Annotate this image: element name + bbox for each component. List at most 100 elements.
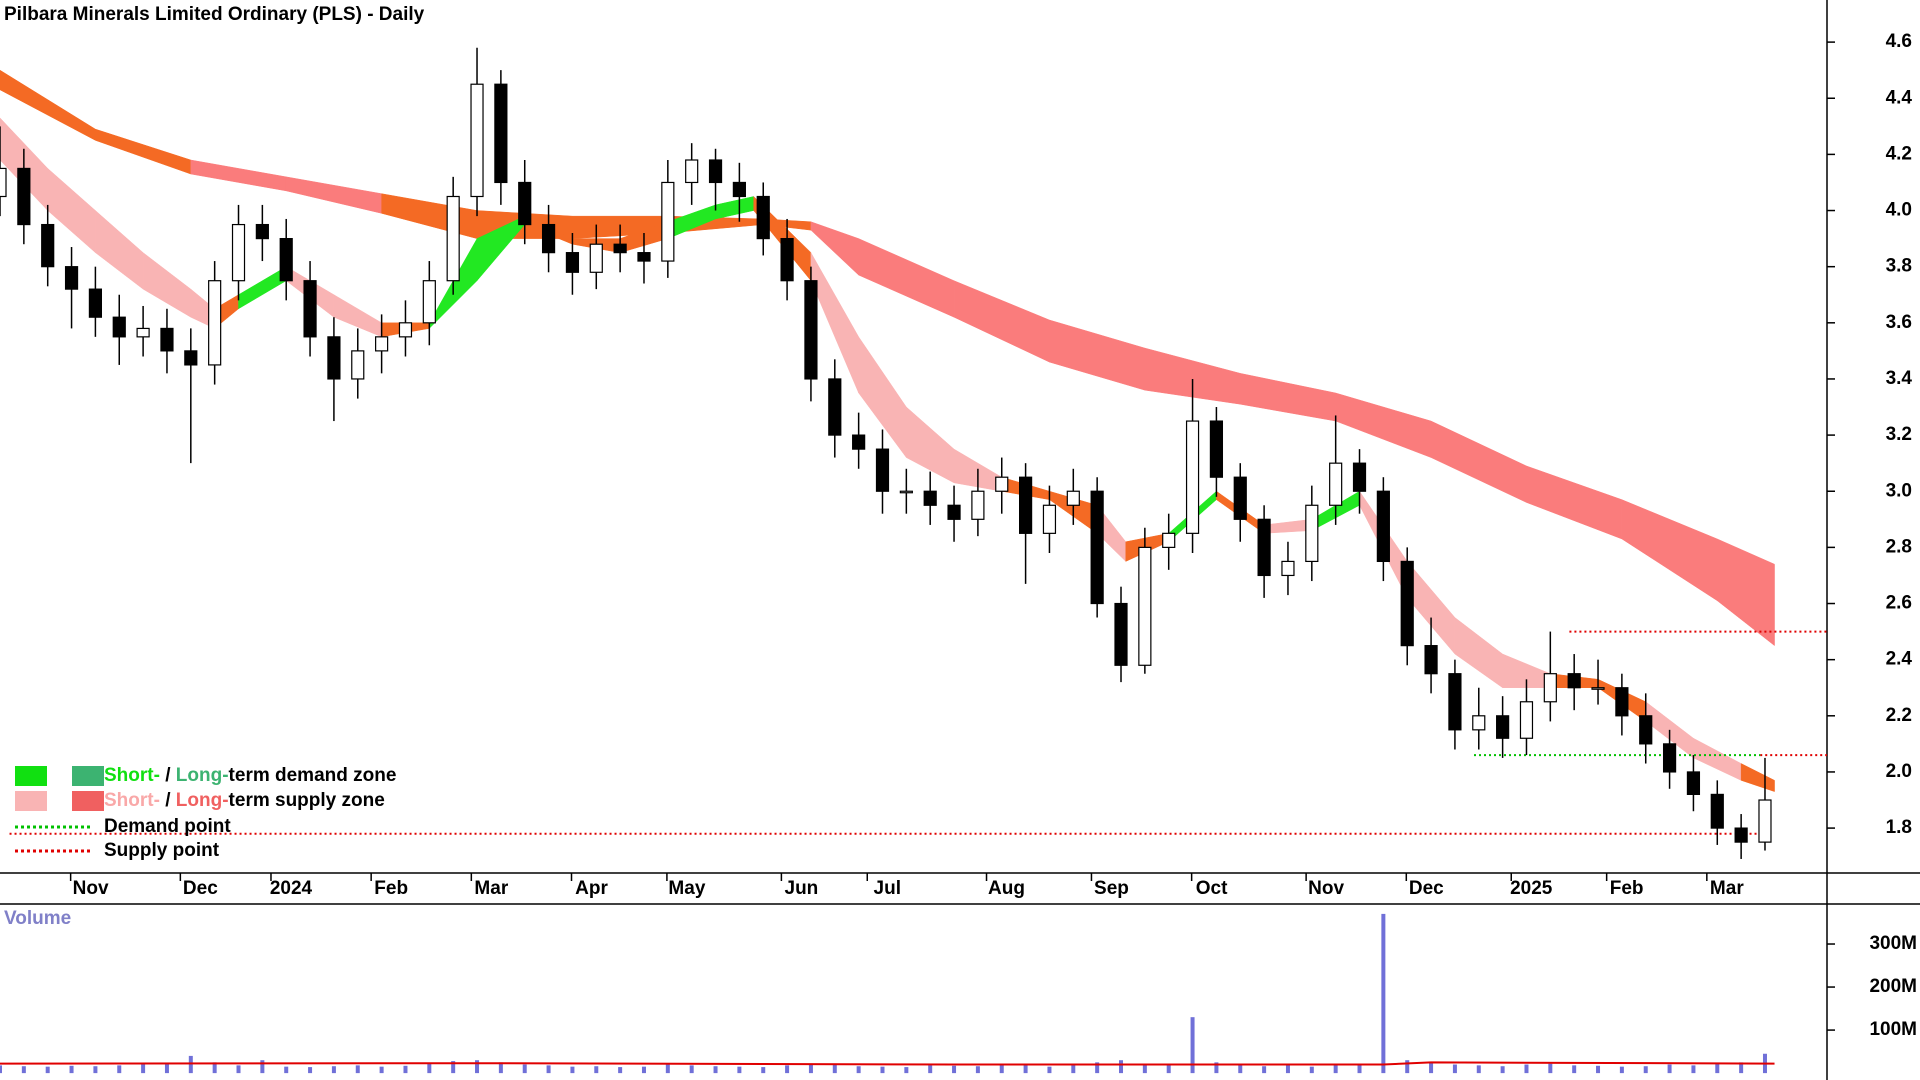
volume-bar: [1285, 1065, 1290, 1074]
candle-body: [947, 504, 961, 520]
volume-title: Volume: [4, 908, 71, 929]
volume-bar: [1262, 1066, 1267, 1074]
legend-text: /: [160, 765, 176, 786]
candle-body: [494, 83, 508, 184]
volume-bar: [260, 1060, 265, 1074]
y-tick-label: 100M: [1869, 1019, 1917, 1040]
volume-bar: [1238, 1064, 1243, 1074]
zone-band: [1740, 763, 1775, 792]
candle-body: [255, 223, 269, 240]
candle-body: [160, 327, 174, 352]
candle-body: [1662, 743, 1677, 773]
volume-bar: [284, 1066, 289, 1074]
candle-body: [518, 181, 532, 226]
candle-body: [637, 252, 651, 262]
legend-text: Demand point: [104, 816, 231, 837]
volume-bar: [1476, 1065, 1481, 1074]
candle-body: [470, 83, 484, 198]
volume-bar: [1524, 1064, 1529, 1074]
volume-bar: [1047, 1066, 1052, 1074]
candle-body: [1376, 490, 1390, 563]
candle-body: [64, 266, 79, 290]
volume-bar: [236, 1065, 241, 1074]
volume-bar: [1142, 1064, 1147, 1074]
candle-body: [780, 238, 794, 282]
volume-bar: [546, 1065, 551, 1074]
volume-bar: [1643, 1066, 1648, 1074]
candle-body: [1185, 420, 1200, 534]
x-tick-label: Apr: [575, 878, 608, 899]
volume-bar: [475, 1060, 480, 1074]
candle-body: [1424, 645, 1438, 675]
candle-body: [995, 476, 1009, 492]
legend-swatch: [15, 791, 47, 811]
candle-body: [589, 243, 603, 273]
candle-body: [1472, 715, 1486, 731]
candle-body: [1591, 687, 1605, 690]
zone-band: [1717, 538, 1775, 647]
volume-bar: [331, 1066, 336, 1074]
candle-body: [1257, 518, 1271, 577]
volume-bar: [689, 1065, 694, 1074]
candle-body: [923, 490, 937, 506]
candle-body: [0, 167, 7, 198]
volume-bar: [379, 1066, 384, 1074]
candle-body: [1400, 560, 1414, 647]
volume-bar: [1095, 1062, 1100, 1074]
candle-body: [112, 316, 126, 338]
candle-body: [1615, 687, 1629, 717]
x-tick-label: 2025: [1510, 878, 1553, 899]
volume-bar: [1572, 1065, 1577, 1074]
volume-bar: [117, 1065, 122, 1074]
candle-body: [1042, 504, 1057, 534]
volume-bar: [1619, 1066, 1624, 1074]
legend-swatch: [72, 791, 104, 811]
candle-body: [17, 167, 31, 226]
x-tick-label: Mar: [1710, 878, 1744, 899]
candle-body: [184, 350, 198, 366]
candle-body: [1233, 476, 1247, 520]
candles: [0, 47, 1772, 859]
candle-body: [1519, 701, 1534, 739]
volume-bar: [1405, 1060, 1410, 1074]
candle-body: [1209, 420, 1224, 478]
x-tick-label: Dec: [183, 878, 218, 899]
y-tick-label: 4.2: [1886, 143, 1912, 164]
volume-bar: [355, 1065, 360, 1074]
levels: [9, 630, 1827, 835]
candle-body: [852, 434, 866, 450]
candle-body: [375, 336, 389, 352]
candle-body: [208, 280, 222, 366]
candle-body: [685, 159, 699, 184]
candle-body: [756, 195, 770, 240]
volume-bar: [212, 1062, 217, 1074]
volume-bar: [641, 1066, 646, 1074]
x-tick-label: Oct: [1196, 878, 1228, 899]
candle-body: [1710, 793, 1724, 829]
volume-bar: [1667, 1064, 1672, 1074]
candle-body: [732, 181, 746, 198]
candle-body: [303, 280, 317, 338]
volume-bar: [403, 1065, 408, 1074]
volume-bar: [713, 1066, 718, 1074]
candle-body: [351, 350, 365, 380]
axes: 1.8 2.0 2.2 2.4 2.6 2.8 3.0 3.2 3.4 3.6 3.8 4.0 4.2 4…: [69, 31, 1912, 899]
x-tick-label: Jun: [785, 878, 819, 899]
volume-bar: [832, 1064, 837, 1074]
x-tick-label: Sep: [1094, 878, 1129, 899]
candle-body: [1543, 673, 1557, 703]
y-tick-label: 3.6: [1886, 312, 1912, 333]
candle-body: [1138, 546, 1152, 666]
legend-label: Short- / Long-term supply zone: [104, 790, 385, 811]
y-tick-label: 2.0: [1886, 761, 1912, 782]
volume-bar: [761, 1067, 766, 1074]
legend-swatch: [15, 766, 47, 786]
volume-bar: [618, 1067, 623, 1074]
volume-bar: [1023, 1065, 1028, 1074]
candle-body: [1281, 560, 1295, 577]
legend-text: Long-: [176, 765, 229, 786]
candle-body: [1734, 827, 1748, 843]
legend-text: Short-: [104, 790, 160, 811]
